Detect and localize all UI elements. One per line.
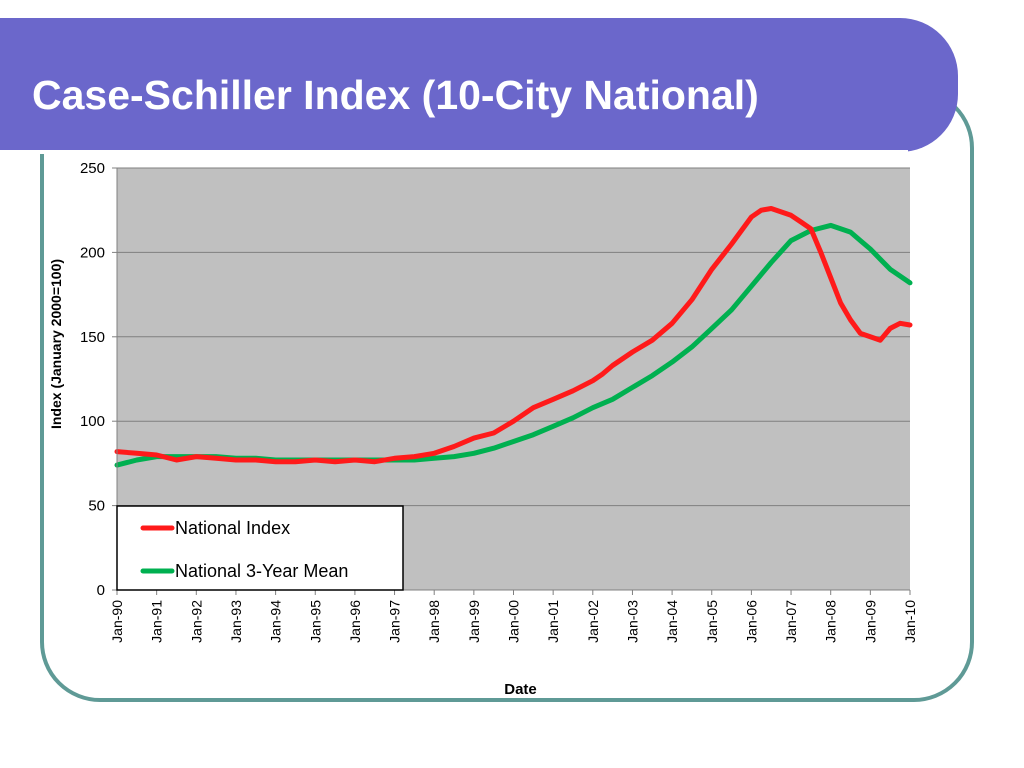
y-tick-label: 250 [80,160,105,177]
slide-title: Case-Schiller Index (10-City National) [32,72,759,118]
gridlines [117,167,910,507]
x-tick-label: Jan-02 [585,600,601,643]
y-axis-ticks: 0 50 100 150 200 250 [80,160,117,599]
x-tick-label: Jan-07 [783,600,799,643]
x-tick-label: Jan-90 [109,600,125,643]
x-tick-label: Jan-99 [466,600,482,643]
x-tick-label: Jan-96 [347,600,363,643]
x-tick-label: Jan-92 [188,600,204,643]
x-tick-label: Jan-01 [545,600,561,643]
legend-label: National Index [175,518,290,538]
x-tick-label: Jan-03 [624,600,640,643]
x-tick-label: Jan-91 [149,600,165,643]
y-tick-label: 200 [80,244,105,261]
x-tick-label: Jan-93 [228,600,244,643]
x-axis-ticks: Jan-90 Jan-91 Jan-92 Jan-93 Jan-94 Jan-95 Jan-… [109,590,918,643]
series-line [114,206,913,465]
x-tick-label: Jan-10 [902,600,918,643]
x-tick-label: Jan-09 [862,600,878,643]
x-tick-label: Jan-04 [664,600,680,643]
x-tick-label: Jan-05 [704,600,720,643]
x-axis-title: Date [504,681,537,698]
x-tick-label: Jan-98 [426,600,442,643]
x-tick-label: Jan-97 [387,600,403,643]
y-axis-title: Index (January 2000=100) [48,259,64,429]
x-tick-label: Jan-08 [823,600,839,643]
y-tick-label: 100 [80,413,105,430]
title-bar: Case-Schiller Index (10-City National) [0,18,958,154]
y-tick-label: 150 [80,329,105,346]
title-underline [0,150,908,154]
x-tick-label: Jan-00 [506,600,522,643]
legend-label: National 3-Year Mean [175,561,348,581]
x-tick-label: Jan-95 [307,600,323,643]
y-tick-label: 0 [97,582,105,599]
series-layer [114,206,913,468]
x-tick-label: Jan-94 [268,600,284,643]
legend: National Index National 3-Year Mean [116,505,404,591]
x-tick-label: Jan-06 [743,600,759,643]
legend-box [116,505,404,591]
y-tick-label: 50 [88,498,105,515]
